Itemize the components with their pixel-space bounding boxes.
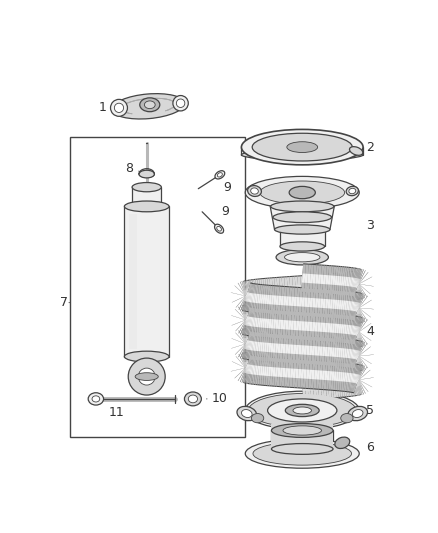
Ellipse shape <box>124 351 169 362</box>
Ellipse shape <box>350 147 363 155</box>
Ellipse shape <box>293 407 311 414</box>
Text: 9: 9 <box>221 205 229 219</box>
Ellipse shape <box>132 202 161 211</box>
Ellipse shape <box>248 393 356 427</box>
Ellipse shape <box>241 149 363 160</box>
Ellipse shape <box>251 414 264 423</box>
Ellipse shape <box>353 409 363 417</box>
Ellipse shape <box>139 171 155 177</box>
Bar <box>129 214 137 349</box>
Text: 3: 3 <box>366 219 374 232</box>
Ellipse shape <box>253 442 352 465</box>
Ellipse shape <box>177 99 185 108</box>
Bar <box>280 230 325 246</box>
Text: 9: 9 <box>224 181 232 193</box>
Ellipse shape <box>245 391 359 430</box>
Text: 6: 6 <box>366 441 374 454</box>
Ellipse shape <box>271 201 334 212</box>
Ellipse shape <box>272 443 333 454</box>
Bar <box>124 206 169 357</box>
Text: 10: 10 <box>212 392 228 405</box>
Ellipse shape <box>114 103 124 112</box>
Text: 8: 8 <box>125 162 133 175</box>
Ellipse shape <box>241 130 363 165</box>
Ellipse shape <box>275 225 330 234</box>
Ellipse shape <box>110 99 127 116</box>
Ellipse shape <box>132 182 161 192</box>
Ellipse shape <box>241 409 252 417</box>
Ellipse shape <box>260 181 345 204</box>
Ellipse shape <box>140 98 160 112</box>
Ellipse shape <box>245 439 359 468</box>
Ellipse shape <box>280 242 325 251</box>
Polygon shape <box>268 192 337 230</box>
Ellipse shape <box>124 201 169 212</box>
Ellipse shape <box>252 133 352 161</box>
Text: 5: 5 <box>366 404 374 417</box>
Ellipse shape <box>215 171 225 179</box>
Bar <box>272 424 333 449</box>
Text: 7: 7 <box>60 296 68 309</box>
Ellipse shape <box>289 187 315 199</box>
Text: 11: 11 <box>108 406 124 419</box>
Ellipse shape <box>335 437 350 448</box>
Text: 1: 1 <box>98 101 106 115</box>
Ellipse shape <box>247 185 261 197</box>
Ellipse shape <box>348 406 367 421</box>
Text: 4: 4 <box>366 326 374 338</box>
Bar <box>132 187 161 206</box>
Ellipse shape <box>285 405 319 417</box>
Ellipse shape <box>273 212 332 223</box>
Ellipse shape <box>349 188 356 193</box>
Ellipse shape <box>341 414 353 423</box>
Ellipse shape <box>88 393 103 405</box>
Ellipse shape <box>139 170 155 178</box>
Ellipse shape <box>173 95 188 111</box>
Ellipse shape <box>188 395 198 403</box>
Ellipse shape <box>135 373 158 381</box>
Ellipse shape <box>287 142 318 152</box>
Ellipse shape <box>245 176 359 209</box>
Text: 2: 2 <box>366 141 374 154</box>
Ellipse shape <box>145 101 155 109</box>
Ellipse shape <box>251 188 258 194</box>
Ellipse shape <box>268 399 337 422</box>
Ellipse shape <box>92 396 100 402</box>
Ellipse shape <box>217 227 222 231</box>
Ellipse shape <box>217 173 223 177</box>
Ellipse shape <box>276 249 328 265</box>
Ellipse shape <box>128 358 165 395</box>
Ellipse shape <box>283 426 321 435</box>
Ellipse shape <box>112 94 185 119</box>
Ellipse shape <box>184 392 201 406</box>
Ellipse shape <box>346 187 358 196</box>
Bar <box>70 137 245 438</box>
Ellipse shape <box>272 424 333 438</box>
Ellipse shape <box>138 368 155 385</box>
Ellipse shape <box>237 406 257 421</box>
Ellipse shape <box>285 253 320 262</box>
Ellipse shape <box>215 224 224 233</box>
